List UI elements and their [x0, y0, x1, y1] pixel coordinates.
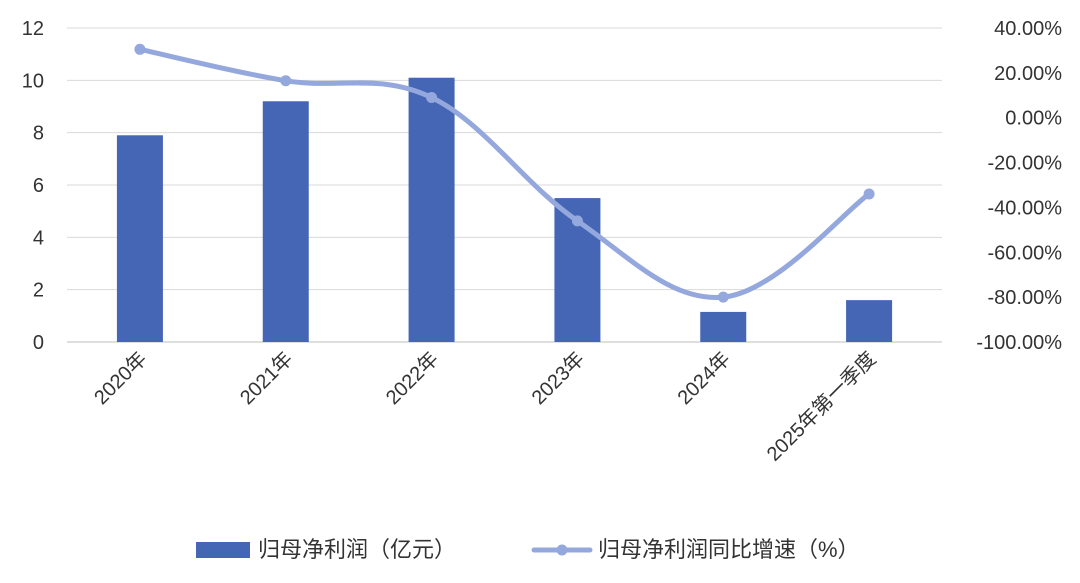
right-tick-label: -60.00%: [988, 242, 1063, 264]
left-axis: 0 2 4 6 8 10 12: [22, 18, 44, 354]
left-tick-label: 12: [22, 18, 44, 40]
legend-line-label: 归母净利润同比增速（%）: [598, 537, 860, 562]
x-axis: 2020年 2021年 2022年 2023年 2024年 2025年第一季度: [90, 347, 881, 465]
bar-series: [116, 77, 893, 343]
x-tick-label: 2024年: [673, 347, 735, 409]
growth-line: [137, 46, 872, 300]
gridlines: [67, 27, 942, 343]
left-tick-label: 0: [33, 332, 44, 354]
bar: [846, 300, 893, 342]
left-tick-label: 8: [33, 123, 44, 145]
line-point: [863, 188, 875, 200]
bar: [116, 135, 163, 342]
bar: [262, 101, 309, 343]
x-tick-label: 2022年: [381, 347, 443, 409]
line-point: [717, 291, 729, 303]
left-tick-label: 2: [33, 280, 44, 302]
legend-bar-label: 归母净利润（亿元）: [258, 537, 456, 562]
x-tick-label: 2023年: [527, 347, 589, 409]
right-tick-label: 0.00%: [1005, 108, 1062, 130]
right-tick-label: -20.00%: [988, 153, 1063, 175]
left-tick-label: 4: [33, 227, 44, 249]
line-point: [280, 75, 292, 87]
legend-bar-swatch: [196, 542, 250, 558]
right-tick-label: -100.00%: [976, 332, 1062, 354]
right-tick-label: 20.00%: [994, 63, 1062, 85]
left-tick-label: 10: [22, 70, 44, 92]
x-tick-label: 2021年: [235, 347, 297, 409]
right-tick-label: -80.00%: [988, 287, 1063, 309]
bar: [700, 311, 747, 342]
line-point: [134, 43, 146, 55]
right-tick-label: -40.00%: [988, 197, 1063, 219]
line-point: [426, 92, 438, 104]
x-tick-label: 2025年第一季度: [762, 347, 880, 465]
right-tick-label: 40.00%: [994, 18, 1062, 40]
line-series: [134, 43, 875, 303]
legend: 归母净利润（亿元） 归母净利润同比增速（%）: [196, 537, 860, 562]
legend-line-marker: [556, 544, 568, 556]
x-tick-label: 2020年: [90, 347, 152, 409]
bar: [408, 77, 455, 342]
right-axis: 40.00% 20.00% 0.00% -20.00% -40.00% -60.00% -8…: [976, 18, 1062, 354]
left-tick-label: 6: [33, 175, 44, 197]
line-point: [571, 215, 583, 227]
